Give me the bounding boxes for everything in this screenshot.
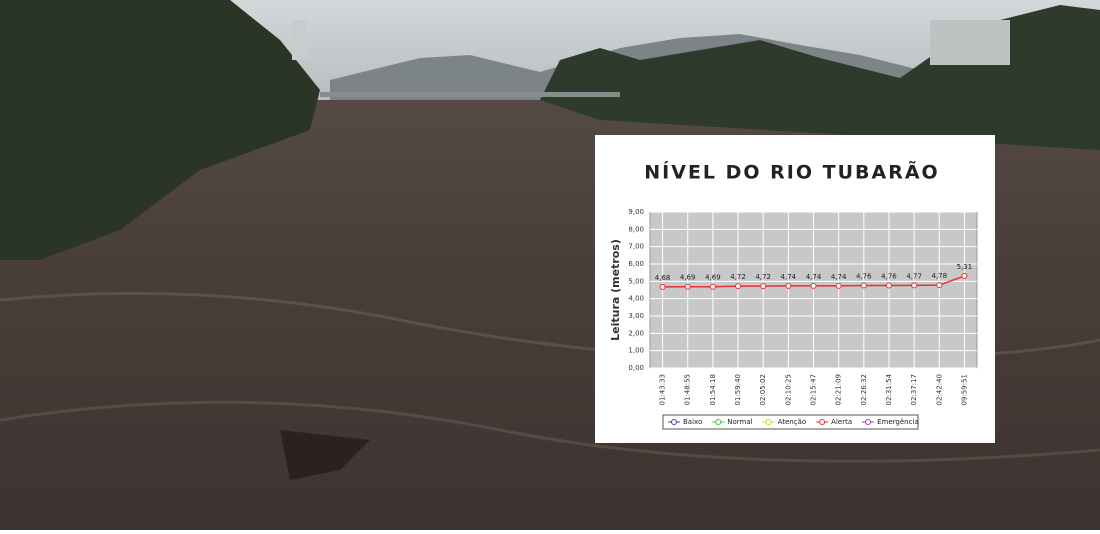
legend	[662, 414, 919, 430]
y-tick-label: 4,00	[628, 295, 644, 303]
legend-swatch	[819, 419, 826, 425]
point	[659, 283, 666, 290]
x-tick-label: 01:48:55	[684, 374, 692, 405]
y-tick-label: 1,00	[628, 347, 644, 355]
legend-label: Normal	[727, 418, 752, 426]
chart-title: NÍVEL DO RIO TUBARÃO	[644, 160, 939, 184]
value-label: 4,74	[831, 273, 847, 281]
point	[961, 272, 968, 279]
x-tick-label: 02:05:02	[759, 374, 767, 405]
x-tick-label: 02:21:09	[835, 374, 843, 405]
legend-label: Baixo	[683, 418, 702, 426]
y-axis-label: Leitura (metros)	[609, 239, 622, 341]
value-label: 4,77	[906, 272, 922, 280]
value-label: 4,68	[655, 274, 671, 282]
y-tick-label: 6,00	[628, 260, 644, 268]
x-tick-label: 02:42:40	[935, 374, 943, 405]
y-tick-label: 5,00	[628, 277, 644, 285]
point	[835, 282, 842, 289]
point	[885, 282, 892, 289]
y-tick-label: 9,00	[628, 208, 644, 216]
legend-swatch	[865, 419, 872, 425]
point	[785, 282, 792, 289]
legend-swatch	[715, 419, 722, 425]
y-tick-label: 0,00	[628, 364, 644, 372]
value-label: 4,78	[931, 272, 947, 280]
point	[684, 283, 691, 290]
x-tick-label: 02:10:25	[784, 374, 792, 405]
y-tick-label: 8,00	[628, 225, 644, 233]
value-label: 4,76	[881, 272, 897, 280]
value-label: 5,31	[957, 263, 973, 271]
value-label: 4,72	[730, 273, 746, 281]
point	[810, 282, 817, 289]
x-tick-label: 01:43:33	[659, 374, 667, 405]
legend-label: Atenção	[778, 418, 807, 426]
y-tick-label: 3,00	[628, 312, 644, 320]
x-tick-label: 02:37:17	[910, 374, 918, 405]
x-tick-label: 01:59:40	[734, 374, 742, 405]
value-label: 4,72	[755, 273, 771, 281]
point	[709, 283, 716, 290]
y-tick-label: 7,00	[628, 243, 644, 251]
legend-swatch	[765, 419, 772, 425]
x-tick-label: 02:15:47	[810, 374, 818, 405]
value-label: 4,74	[806, 273, 822, 281]
x-tick-label: 02:31:54	[885, 373, 893, 405]
x-tick-label: 09:59:51	[960, 374, 968, 405]
legend-swatch	[671, 419, 677, 425]
point	[735, 283, 742, 290]
point	[760, 283, 767, 290]
point	[936, 282, 943, 289]
x-tick-label: 01:54:18	[709, 374, 717, 405]
legend-label: Emergência	[877, 418, 919, 426]
x-tick-label: 02:26:32	[860, 374, 868, 405]
value-label: 4,69	[705, 274, 721, 282]
legend-label: Alerta	[831, 418, 852, 426]
value-label: 4,74	[781, 273, 797, 281]
value-label: 4,76	[856, 272, 872, 280]
y-tick-label: 2,00	[628, 329, 644, 337]
point	[860, 282, 867, 289]
point	[911, 282, 918, 289]
value-label: 4,69	[680, 274, 696, 282]
